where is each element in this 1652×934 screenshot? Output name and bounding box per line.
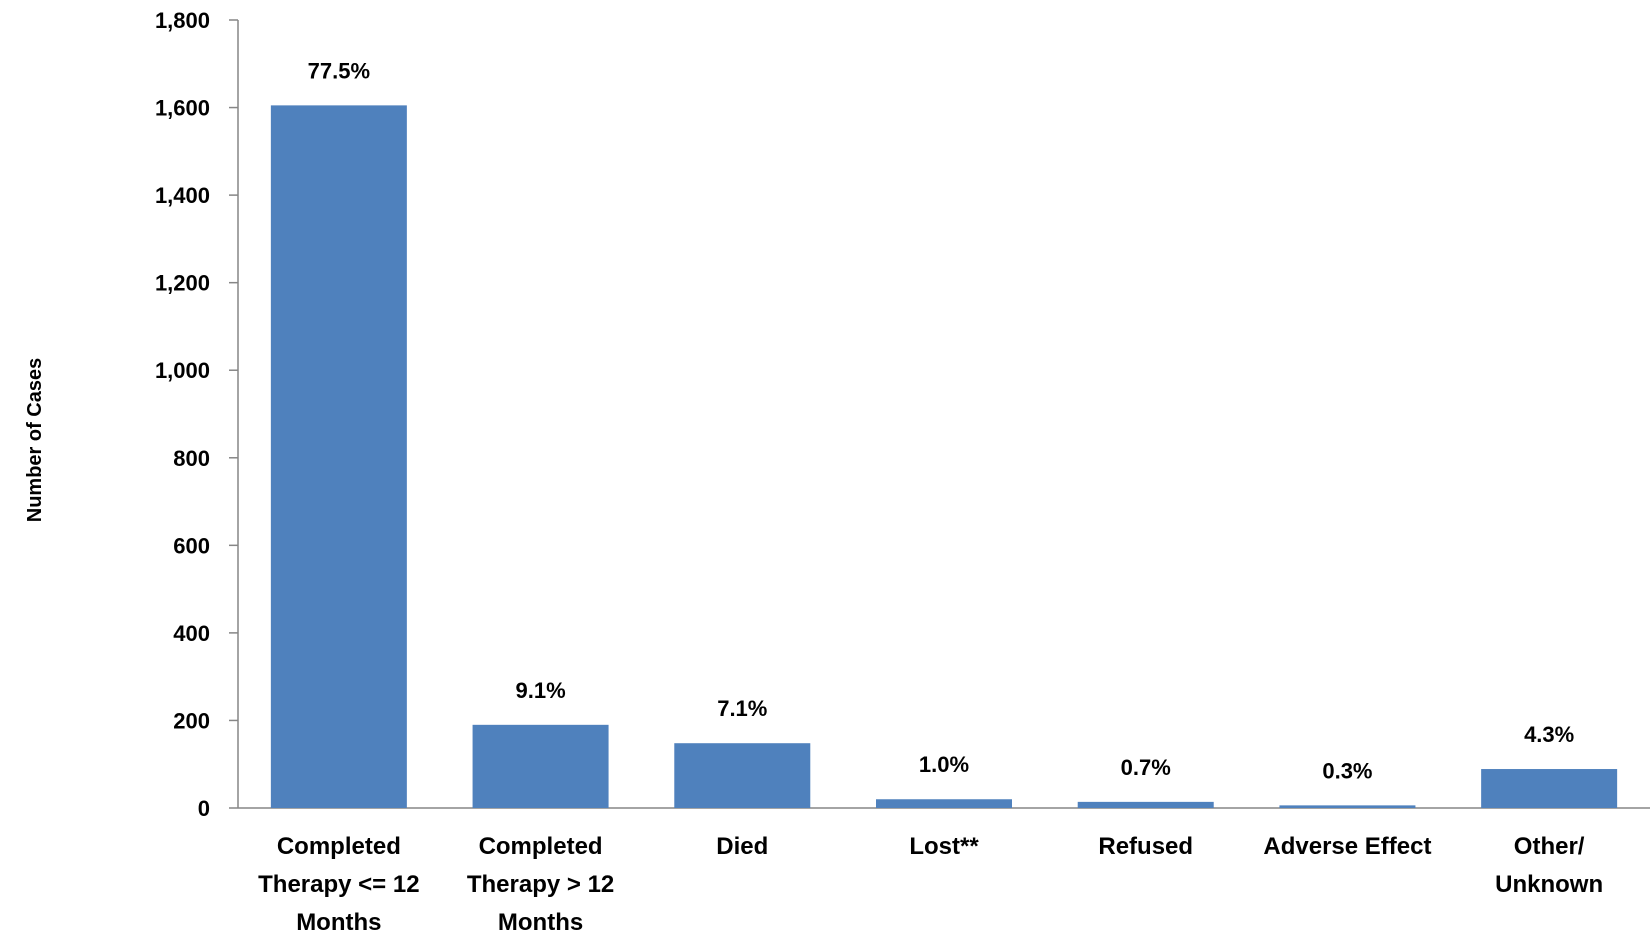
bar <box>1077 801 1214 808</box>
y-tick-label: 1,200 <box>155 271 210 296</box>
x-tick-label: Therapy <= 12 <box>258 871 419 898</box>
bar-data-label: 4.3% <box>1524 722 1574 747</box>
y-tick-label: 1,400 <box>155 183 210 208</box>
y-axis-label-group: Number of Cases <box>24 358 46 523</box>
bar <box>270 105 407 808</box>
bar <box>472 724 609 808</box>
x-tick-label: Completed <box>479 833 603 860</box>
bar-data-label: 9.1% <box>515 678 565 703</box>
y-tick-label: 600 <box>173 533 210 558</box>
y-tick-label: 1,000 <box>155 358 210 383</box>
x-tick-label: Lost** <box>909 833 979 860</box>
bar <box>1279 805 1416 808</box>
y-tick-label: 800 <box>173 446 210 471</box>
bar <box>674 743 811 808</box>
bar-data-label: 7.1% <box>717 696 767 721</box>
y-tick-label: 1,600 <box>155 96 210 121</box>
y-axis-ticks: 0 200 400 600 800 1,000 1,200 1,400 1,600 1,800 <box>155 8 238 821</box>
x-tick-label: Died <box>716 833 768 860</box>
x-tick-label: Refused <box>1098 833 1193 860</box>
x-axis-category-labels: Completed Therapy <= 12 Months Completed The… <box>258 833 1603 934</box>
bar <box>1481 769 1618 808</box>
x-tick-label: Therapy > 12 <box>467 871 614 898</box>
x-tick-label: Other/ <box>1514 833 1585 860</box>
y-tick-label: 400 <box>173 621 210 646</box>
y-axis-label: Number of Cases <box>24 358 46 523</box>
data-labels: 77.5% 9.1% 7.1% 1.0% 0.7% 0.3% 4.3% <box>308 58 1575 783</box>
y-tick-label: 1,800 <box>155 8 210 33</box>
y-tick-label: 200 <box>173 708 210 733</box>
x-tick-label: Unknown <box>1495 871 1603 898</box>
bar-data-label: 77.5% <box>308 58 370 83</box>
x-tick-label: Months <box>498 909 583 934</box>
bar-data-label: 0.3% <box>1322 758 1372 783</box>
bar-data-label: 1.0% <box>919 752 969 777</box>
x-tick-label: Completed <box>277 833 401 860</box>
y-tick-label: 0 <box>198 796 210 821</box>
bars <box>270 105 1618 808</box>
bar <box>876 799 1012 808</box>
bar-data-label: 0.7% <box>1121 755 1171 780</box>
x-tick-label: Adverse Effect <box>1263 833 1431 860</box>
x-tick-label: Months <box>296 909 381 934</box>
axes <box>237 20 1650 809</box>
